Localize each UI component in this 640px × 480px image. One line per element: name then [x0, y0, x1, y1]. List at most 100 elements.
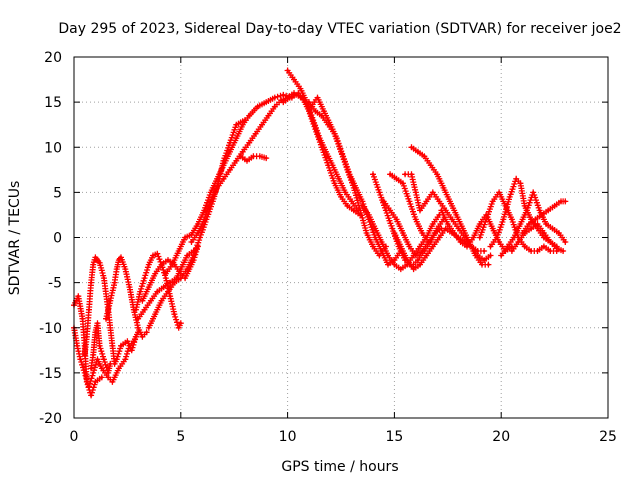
data-point	[380, 240, 383, 244]
data-point	[501, 218, 505, 221]
data-point	[292, 78, 296, 81]
data-point	[331, 163, 334, 167]
y-tick-label: 20	[44, 50, 62, 66]
y-tick-label: 15	[44, 95, 62, 111]
data-point	[523, 231, 527, 235]
data-point	[198, 236, 202, 239]
data-point	[294, 93, 298, 97]
data-point	[553, 204, 556, 208]
data-point	[495, 236, 499, 239]
data-point	[563, 240, 567, 244]
series-markers	[188, 90, 297, 245]
data-point	[89, 281, 93, 285]
data-point	[145, 330, 149, 334]
data-point	[542, 231, 546, 235]
series-arc-16	[306, 99, 389, 259]
data-point	[96, 321, 99, 325]
data-point	[360, 204, 364, 208]
y-axis-label: SDTVAR / TECUs	[7, 181, 23, 296]
data-point	[390, 227, 394, 230]
axis-ticks: 0 5 10 15 20 25 20 15 10 5 0 -5 -10 -15 -20	[39, 50, 617, 445]
data-point	[151, 254, 155, 257]
data-point	[519, 181, 522, 185]
data-point	[546, 209, 550, 212]
data-point	[544, 222, 548, 226]
data-point	[320, 145, 324, 149]
data-point	[472, 236, 475, 239]
data-point	[388, 172, 392, 176]
data-point	[529, 249, 533, 253]
data-point	[196, 222, 200, 226]
data-point	[303, 100, 307, 104]
data-point	[450, 218, 454, 221]
data-point	[561, 249, 565, 253]
data-point	[410, 145, 413, 149]
data-point	[367, 213, 371, 217]
data-point	[420, 249, 424, 253]
data-point	[234, 123, 238, 127]
series-arc-24	[438, 207, 515, 254]
x-tick-label: 25	[599, 429, 617, 445]
data-point	[155, 290, 159, 294]
data-point	[418, 263, 422, 266]
data-point	[177, 249, 181, 253]
data-point	[454, 213, 458, 217]
data-point	[89, 366, 93, 370]
data-point	[555, 246, 559, 250]
data-point	[162, 285, 166, 289]
data-point	[209, 190, 213, 194]
data-point	[360, 200, 364, 203]
data-point	[153, 312, 157, 316]
data-point	[371, 172, 375, 176]
data-point	[491, 200, 495, 203]
data-point	[516, 236, 520, 239]
data-point	[346, 204, 349, 208]
data-point	[412, 267, 416, 271]
data-point	[100, 375, 104, 379]
data-point	[138, 290, 142, 294]
series-arc-19	[380, 198, 445, 259]
data-point	[190, 240, 193, 244]
data-point	[461, 227, 465, 230]
data-point	[373, 227, 377, 230]
data-point	[346, 168, 349, 172]
data-point	[115, 357, 119, 361]
data-point	[93, 380, 97, 384]
data-point	[172, 312, 176, 316]
data-point	[147, 263, 151, 266]
data-point	[91, 353, 95, 357]
data-point	[228, 150, 232, 154]
data-point	[350, 200, 354, 203]
data-point	[474, 254, 477, 257]
data-point	[358, 209, 362, 212]
data-point	[307, 100, 311, 104]
data-point	[81, 317, 84, 321]
data-point	[435, 172, 439, 176]
series-arc-29	[508, 221, 567, 254]
data-point	[192, 254, 196, 257]
data-point	[179, 321, 183, 325]
data-point	[399, 245, 403, 248]
data-point	[296, 91, 300, 95]
data-point	[102, 357, 106, 361]
data-point	[83, 353, 87, 357]
data-point	[322, 109, 326, 113]
series-arc-11	[188, 90, 297, 245]
data-point	[382, 200, 386, 203]
data-point	[106, 371, 110, 375]
data-point	[128, 285, 131, 289]
y-tick-label: -5	[48, 276, 62, 292]
data-point	[559, 200, 563, 203]
data-point	[393, 231, 396, 235]
chart-title: Day 295 of 2023, Sidereal Day-to-day VTE…	[58, 21, 621, 37]
data-point	[497, 240, 501, 244]
data-point	[108, 299, 112, 303]
data-point	[228, 168, 232, 172]
data-point	[523, 204, 527, 208]
data-point	[183, 276, 187, 280]
data-point	[147, 326, 151, 330]
data-point	[414, 190, 418, 194]
data-point	[87, 308, 91, 312]
data-point	[153, 272, 157, 275]
